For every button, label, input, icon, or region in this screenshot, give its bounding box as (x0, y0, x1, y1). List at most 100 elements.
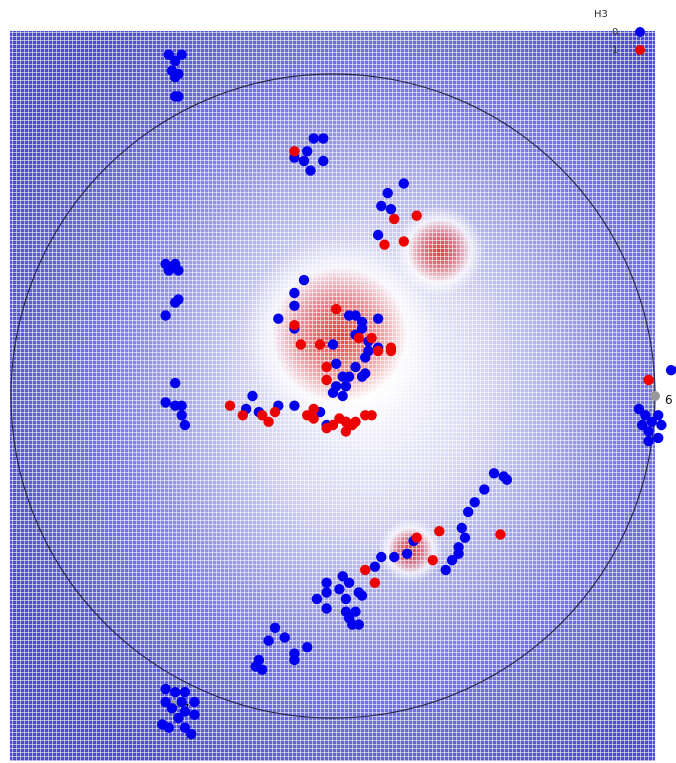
point-class-1 (237, 410, 248, 421)
point-class-0 (401, 548, 413, 559)
point-class-0 (279, 632, 290, 643)
point-class-1 (379, 239, 390, 250)
point-class-0 (456, 522, 467, 534)
point-class-0 (273, 313, 284, 324)
point-class-1 (411, 210, 422, 221)
point-class-1 (427, 555, 438, 566)
point-class-0 (166, 703, 178, 714)
point-class-0 (305, 165, 316, 176)
point-class-1 (314, 339, 326, 350)
point-class-0 (289, 654, 300, 666)
point-class-0 (343, 371, 355, 382)
points-layer (157, 49, 676, 740)
point-class-0 (479, 484, 490, 495)
point-class-0 (302, 642, 313, 653)
point-class-0 (356, 323, 368, 334)
point-class-0 (356, 590, 368, 601)
point-class-0 (308, 133, 319, 144)
point-class-0 (340, 593, 352, 605)
point-class-0 (463, 506, 474, 518)
point-class-0 (160, 310, 171, 321)
point-class-1 (257, 410, 268, 421)
point-class-0 (263, 635, 274, 646)
point-class-0 (501, 474, 513, 485)
point-class-0 (318, 133, 329, 144)
point-class-0 (646, 416, 657, 427)
point-class-0 (321, 577, 332, 588)
point-class-1 (321, 374, 332, 386)
point-class-0 (160, 397, 171, 408)
point-class-0 (369, 561, 381, 572)
point-class-1 (434, 526, 445, 537)
anchor-label: 6 (665, 393, 673, 407)
point-class-1 (269, 406, 281, 418)
point-class-0 (376, 200, 387, 212)
point-class-0 (665, 365, 676, 376)
point-class-1 (360, 564, 371, 576)
point-class-0 (160, 696, 171, 708)
point-class-0 (340, 381, 352, 392)
legend: H3 0 1 (594, 9, 645, 56)
point-class-1 (289, 320, 300, 331)
point-class-1 (295, 339, 306, 350)
point-class-1 (321, 361, 332, 373)
point-class-0 (446, 555, 458, 566)
anchor-marker (650, 391, 660, 401)
point-class-1 (353, 332, 364, 344)
point-class-0 (488, 468, 500, 479)
point-class-1 (347, 419, 358, 431)
point-class-0 (176, 410, 187, 421)
point-class-0 (385, 204, 397, 215)
point-class-1 (263, 416, 274, 427)
point-class-0 (170, 687, 181, 698)
point-class-0 (350, 310, 361, 321)
point-class-0 (321, 587, 332, 598)
point-class-0 (289, 400, 300, 411)
point-class-1 (398, 236, 409, 247)
point-class-0 (179, 687, 191, 698)
point-class-1 (331, 303, 342, 315)
point-class-1 (389, 213, 400, 225)
point-class-0 (653, 410, 664, 421)
point-class-0 (186, 728, 197, 740)
point-class-0 (334, 584, 345, 595)
point-class-0 (372, 313, 384, 324)
point-class-0 (298, 155, 310, 167)
point-class-0 (459, 532, 471, 543)
point-class-0 (350, 361, 361, 373)
point-class-0 (327, 339, 339, 350)
point-class-1 (411, 532, 422, 543)
point-class-0 (453, 548, 464, 559)
point-class-0 (170, 55, 181, 67)
point-class-1 (369, 577, 381, 588)
point-class-1 (340, 426, 352, 437)
point-class-1 (289, 146, 300, 157)
point-class-0 (643, 426, 654, 437)
point-class-0 (636, 419, 648, 431)
point-class-0 (170, 377, 181, 389)
point-class-0 (337, 390, 348, 402)
point-class-0 (176, 400, 187, 411)
point-class-0 (633, 403, 645, 415)
point-class-0 (376, 551, 387, 563)
point-class-0 (311, 593, 323, 605)
point-class-0 (160, 683, 171, 695)
point-class-0 (640, 410, 651, 421)
point-class-0 (321, 603, 332, 614)
legend-label-0: 0 (612, 27, 618, 38)
point-class-0 (469, 497, 480, 508)
point-class-0 (360, 352, 371, 363)
point-class-0 (289, 287, 300, 299)
point-class-0 (382, 187, 393, 199)
point-class-1 (366, 332, 377, 344)
point-class-0 (440, 564, 451, 576)
point-class-0 (337, 571, 348, 582)
point-class-1 (495, 529, 506, 540)
point-class-0 (327, 387, 339, 398)
legend-marker-0 (635, 27, 645, 37)
point-class-0 (163, 265, 174, 276)
point-class-1 (308, 413, 319, 424)
point-class-0 (179, 419, 191, 431)
point-class-0 (173, 265, 184, 276)
point-class-0 (163, 49, 174, 60)
